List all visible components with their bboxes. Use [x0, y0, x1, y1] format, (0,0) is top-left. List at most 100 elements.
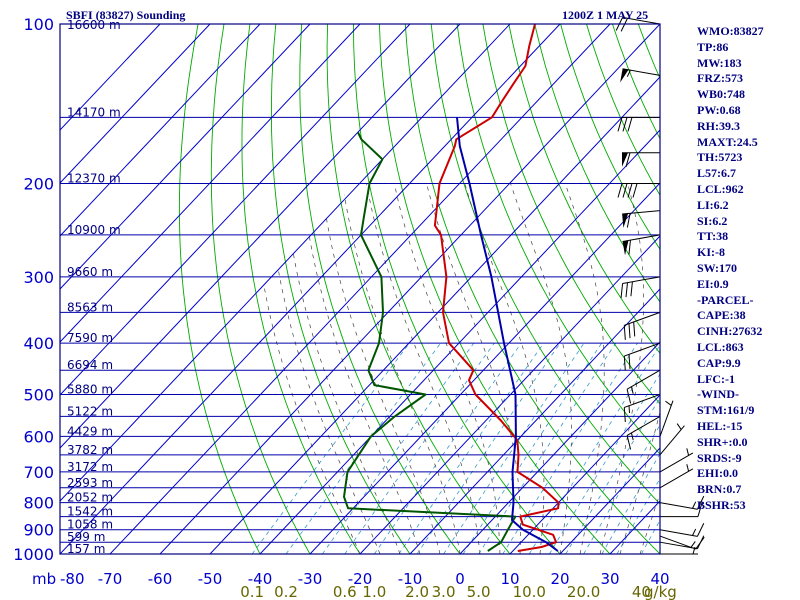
wind-barb-staff — [626, 369, 661, 390]
height-label: 5122 m — [67, 404, 113, 418]
stat-line: L57:6.7 — [697, 166, 736, 181]
dry-adiabat-line — [794, 24, 800, 554]
wind-barb-half-flag — [686, 464, 690, 472]
wind-barb-staff — [659, 425, 685, 456]
stat-line: BSHR:53 — [697, 497, 746, 512]
wind-barb-flag — [626, 213, 631, 228]
height-label: 8563 m — [67, 300, 113, 314]
wind-barb-half-flag — [690, 541, 696, 548]
height-label: 599 m — [67, 530, 105, 544]
wind-barb-flag — [627, 117, 633, 132]
temperature-line — [433, 24, 560, 552]
wind-barb-flag — [695, 536, 705, 550]
wind-barb-flag — [628, 240, 631, 255]
stat-line: EI:0.9 — [697, 276, 729, 291]
wind-barb-staff — [659, 535, 696, 550]
stat-line: SHR+:0.0 — [697, 434, 748, 449]
wind-barb-flag — [617, 183, 623, 198]
pressure-label: 300 — [23, 268, 54, 287]
isotherm-line — [60, 24, 561, 554]
mixing-ratio-label: 10.0 — [513, 583, 546, 600]
temperature-tick-label: -20 — [348, 570, 373, 588]
mixing-ratio-label: 0.1 — [240, 583, 264, 600]
stats-panel: WMO:83827 TP:86 MW:183 FRZ:573 WB0:748 PW:0.6… — [697, 24, 764, 514]
temperature-tick-label: -70 — [98, 570, 123, 588]
isotherm-line — [309, 182, 660, 554]
wind-barb-flag — [622, 117, 628, 132]
stat-line: RH:39.3 — [697, 118, 740, 133]
wind-barb-half-flag — [628, 405, 631, 414]
wind-barb-staff — [659, 400, 674, 437]
wind-barb — [660, 502, 703, 518]
stat-line: KI:-8 — [697, 245, 725, 260]
isotherm-line — [109, 24, 611, 554]
stat-line: TP:86 — [697, 39, 729, 54]
isotherm-line — [409, 288, 660, 554]
pressure-label: 200 — [23, 175, 54, 194]
temperature-tick-label: 0 — [455, 570, 465, 588]
isotherm-line — [559, 447, 660, 554]
moist-adiabat-line — [325, 215, 441, 554]
temperature-tick-label: -80 — [60, 570, 85, 588]
wind-barb — [659, 400, 674, 437]
isotherm-line — [60, 24, 211, 184]
stat-line: LCL:863 — [697, 339, 744, 354]
temperature-tick-label: -10 — [398, 570, 423, 588]
isotherm-line — [60, 24, 361, 343]
height-label: 2593 m — [67, 476, 113, 490]
chart-time: 1200Z 1 MAY 25 — [562, 8, 649, 22]
wind-barb-pennant — [622, 152, 628, 167]
stat-line: CAP:9.9 — [697, 355, 741, 370]
wind-barb-staff — [624, 311, 661, 326]
pressure-label: 800 — [23, 494, 54, 513]
wind-barb-staff — [626, 415, 661, 436]
stat-line: -WIND- — [697, 387, 739, 402]
wind-barb-half-flag — [630, 432, 634, 441]
wind-barb — [659, 495, 705, 510]
wind-barb-staff — [622, 276, 661, 284]
height-label: 2052 m — [67, 491, 113, 505]
height-label: 10900 m — [67, 223, 121, 237]
wind-barb — [626, 369, 661, 404]
wind-barb-flag — [633, 321, 636, 337]
stat-line: -PARCEL- — [697, 292, 754, 307]
dry-adiabat-line — [768, 24, 800, 554]
mixing-ratio-label: 0.2 — [274, 583, 298, 600]
wind-barb-flag — [625, 282, 628, 298]
pressure-label: 900 — [23, 521, 54, 540]
wind-barb-half-flag — [692, 528, 697, 536]
wind-barb — [659, 523, 705, 537]
stat-line: SW:170 — [697, 260, 738, 275]
height-label: 4429 m — [67, 424, 113, 438]
plot-frame — [59, 23, 661, 555]
isotherm-line — [60, 24, 261, 237]
wind-barb — [626, 415, 661, 450]
moist-adiabat-line — [277, 269, 381, 554]
height-label: 5880 m — [67, 382, 113, 396]
wind-barb-staff — [659, 502, 698, 510]
wind-barb-half-flag — [686, 448, 690, 456]
wind-barb — [659, 535, 705, 550]
height-label: 14170 m — [67, 105, 121, 119]
wind-barb-staff — [622, 210, 661, 215]
isotherm-line — [60, 24, 511, 502]
wind-barb-staff — [622, 234, 661, 242]
moist-adiabat-line — [343, 194, 461, 554]
stat-line: CAPE:38 — [697, 308, 746, 323]
wind-barb-staff — [659, 452, 694, 473]
wind-barb-flag — [620, 18, 628, 32]
wind-barb — [617, 116, 660, 132]
pressure-label: 700 — [23, 463, 54, 482]
mixing-ratio-label: 0.6 — [333, 583, 357, 600]
wind-barb-flag — [626, 389, 632, 404]
temperature-tick-label: 20 — [550, 570, 569, 588]
wind-barb — [622, 210, 661, 228]
height-label: 3172 m — [67, 460, 113, 474]
wind-barb-flag — [623, 325, 626, 340]
wind-barb — [623, 342, 661, 371]
temperature-tick-label: 30 — [600, 570, 619, 588]
mixing-ratio-label: 20.0 — [567, 583, 600, 600]
wind-barb-staff — [624, 393, 661, 408]
